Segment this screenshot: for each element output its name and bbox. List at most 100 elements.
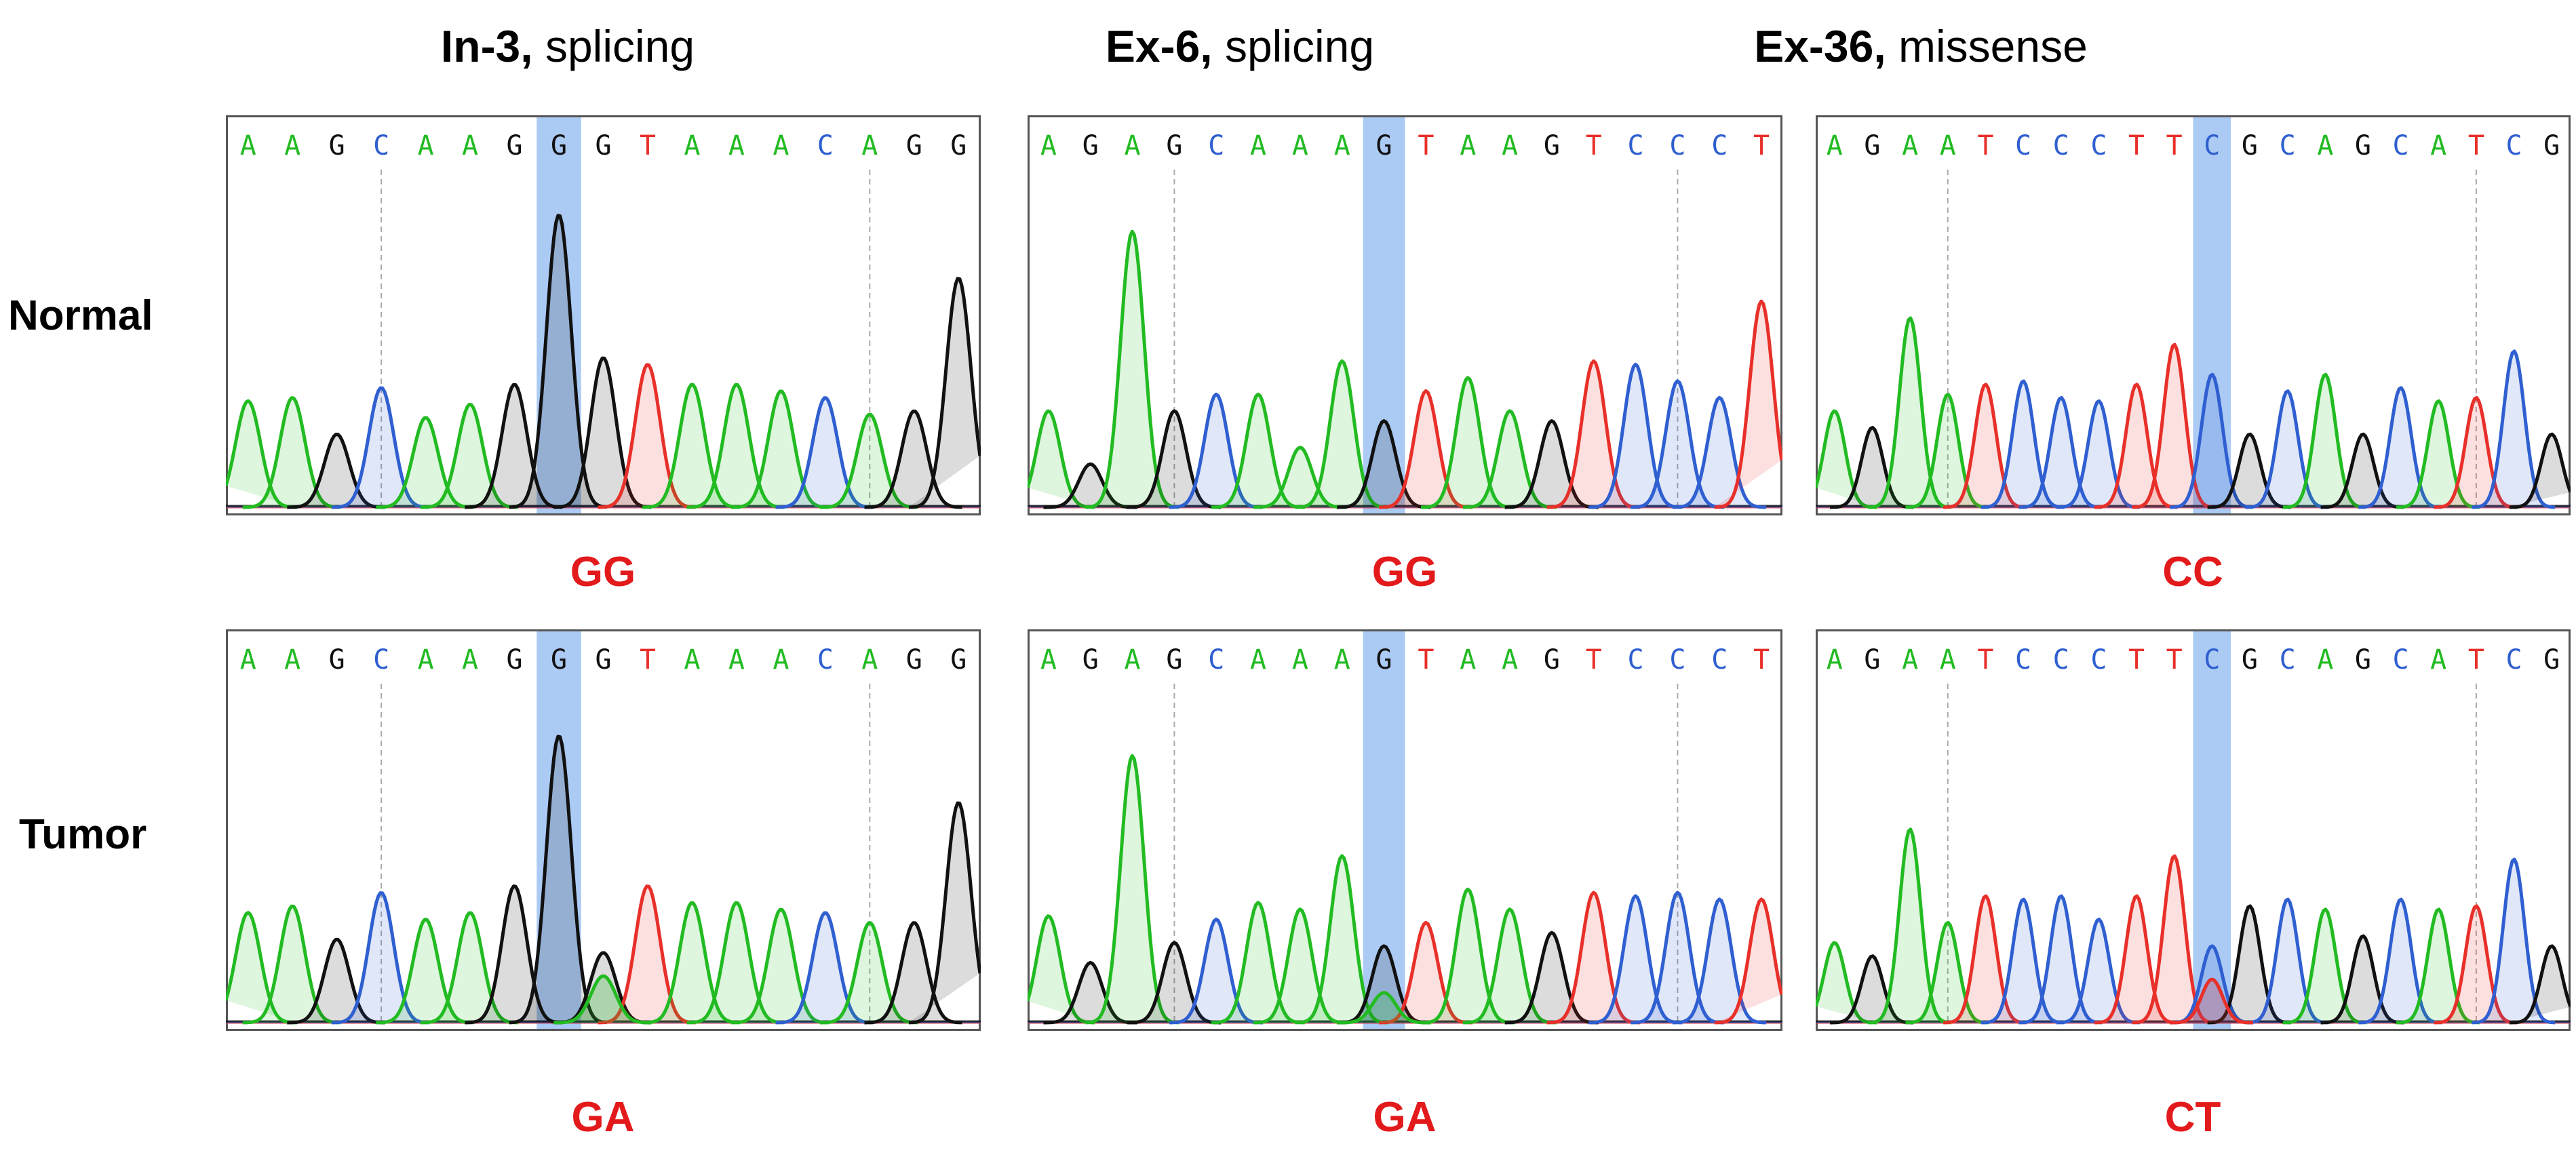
peak-fill bbox=[2358, 387, 2442, 507]
genotype-ex36-normal: CC bbox=[2162, 549, 2223, 595]
column-title-bold: In-3, bbox=[440, 21, 533, 71]
peak-fill bbox=[1295, 361, 1389, 507]
peak-fill bbox=[2434, 906, 2518, 1023]
base-call-thymine: T bbox=[1977, 644, 1993, 675]
peak-fill bbox=[1943, 384, 2027, 507]
peak-fill bbox=[1462, 410, 1557, 507]
secondary-peak-fill bbox=[1337, 992, 1431, 1023]
peak-guanine bbox=[509, 214, 607, 509]
column-title-in3: In-3, splicing bbox=[195, 20, 941, 72]
base-call-cytosine: C bbox=[1628, 130, 1644, 161]
peak-cytosine bbox=[1631, 379, 1725, 509]
genotype-ex36-tumor: CT bbox=[2164, 1094, 2221, 1141]
base-call-guanine: G bbox=[1864, 130, 1880, 161]
peak-adenine bbox=[242, 904, 340, 1025]
peak-fill bbox=[1462, 909, 1557, 1023]
base-call-thymine: T bbox=[640, 644, 656, 675]
base-call-adenine: A bbox=[684, 130, 700, 161]
base-call-cytosine: C bbox=[1208, 644, 1224, 675]
peak-guanine bbox=[1127, 941, 1222, 1025]
base-call-adenine: A bbox=[861, 130, 878, 161]
peak-fill bbox=[2018, 397, 2103, 507]
base-call-adenine: A bbox=[1040, 644, 1057, 675]
column-title-ex6: Ex-6, splicing bbox=[867, 20, 1613, 72]
base-call-guanine: G bbox=[551, 644, 567, 675]
peak-cytosine bbox=[1631, 890, 1725, 1025]
base-call-cytosine: C bbox=[1669, 130, 1685, 161]
peak-fill bbox=[864, 922, 962, 1023]
column-title-rest: missense bbox=[1886, 21, 2088, 71]
peak-thymine bbox=[2132, 342, 2216, 509]
peak-guanine bbox=[864, 921, 962, 1025]
peak-fill bbox=[331, 388, 429, 507]
base-call-adenine: A bbox=[2430, 130, 2446, 161]
peak-adenine bbox=[819, 921, 918, 1025]
base-call-adenine: A bbox=[1040, 130, 1057, 161]
peak-fill bbox=[2018, 896, 2103, 1023]
peak-thymine bbox=[598, 363, 696, 509]
genotype-in3-normal: GG bbox=[570, 549, 636, 595]
peak-adenine bbox=[1867, 316, 1951, 509]
peak-adenine bbox=[1462, 409, 1557, 509]
peak-cytosine bbox=[1673, 395, 1766, 509]
peak-fill bbox=[642, 903, 741, 1023]
peak-fill bbox=[1631, 893, 1725, 1023]
peak-fill bbox=[420, 404, 518, 507]
peak-thymine bbox=[2094, 383, 2178, 509]
peak-guanine bbox=[864, 409, 962, 509]
peak-adenine bbox=[1028, 409, 1095, 509]
base-call-cytosine: C bbox=[2053, 130, 2069, 161]
column-title-bold: Ex-36, bbox=[1754, 21, 1886, 71]
peak-fill bbox=[1830, 427, 1914, 507]
base-call-guanine: G bbox=[950, 130, 967, 161]
peak-fill bbox=[1867, 829, 1951, 1023]
peak-guanine bbox=[2320, 432, 2404, 509]
peak-fill bbox=[1867, 318, 1951, 507]
peak-fill bbox=[1169, 394, 1263, 507]
peak-thymine bbox=[598, 884, 696, 1025]
peak-guanine bbox=[1043, 960, 1137, 1025]
genotype-in3-tumor: GA bbox=[571, 1094, 635, 1141]
peak-fill bbox=[2207, 906, 2291, 1023]
peak-adenine bbox=[731, 389, 830, 509]
base-call-cytosine: C bbox=[2505, 644, 2522, 675]
base-call-guanine: G bbox=[1166, 130, 1182, 161]
peak-guanine bbox=[465, 884, 563, 1025]
peak-cytosine bbox=[2358, 386, 2442, 509]
peak-guanine bbox=[1830, 954, 1914, 1025]
peak-adenine bbox=[1421, 887, 1515, 1025]
base-call-thymine: T bbox=[1753, 130, 1770, 161]
peak-fill bbox=[2472, 351, 2556, 507]
peak-guanine bbox=[465, 383, 563, 509]
peak-fill bbox=[2320, 936, 2404, 1023]
peak-adenine bbox=[2282, 907, 2366, 1025]
peak-guanine bbox=[287, 433, 385, 509]
peak-adenine bbox=[1085, 229, 1179, 509]
peak-cytosine bbox=[2018, 894, 2103, 1025]
peak-fill bbox=[509, 737, 607, 1023]
base-call-cytosine: C bbox=[373, 130, 389, 161]
base-call-adenine: A bbox=[773, 130, 789, 161]
base-call-adenine: A bbox=[1292, 130, 1308, 161]
peak-adenine bbox=[642, 901, 741, 1025]
base-call-adenine: A bbox=[728, 130, 745, 161]
base-call-adenine: A bbox=[462, 130, 478, 161]
peak-cytosine bbox=[1980, 379, 2065, 509]
column-title-ex36: Ex-36, missense bbox=[1548, 20, 2294, 72]
peak-fill bbox=[775, 397, 874, 507]
peak-guanine bbox=[1043, 462, 1137, 509]
base-call-cytosine: C bbox=[2053, 644, 2069, 675]
base-call-adenine: A bbox=[1827, 130, 1843, 161]
base-call-thymine: T bbox=[640, 130, 656, 161]
variant-highlight bbox=[1363, 117, 1405, 513]
peak-fill bbox=[1631, 380, 1725, 507]
base-call-adenine: A bbox=[1460, 130, 1476, 161]
peak-fill bbox=[731, 909, 830, 1023]
peak-fill bbox=[775, 913, 874, 1023]
base-call-guanine: G bbox=[1166, 644, 1182, 675]
peak-cytosine bbox=[1588, 894, 1683, 1025]
peak-fill bbox=[820, 414, 918, 507]
base-call-cytosine: C bbox=[2505, 130, 2522, 161]
peak-fill bbox=[376, 418, 474, 507]
